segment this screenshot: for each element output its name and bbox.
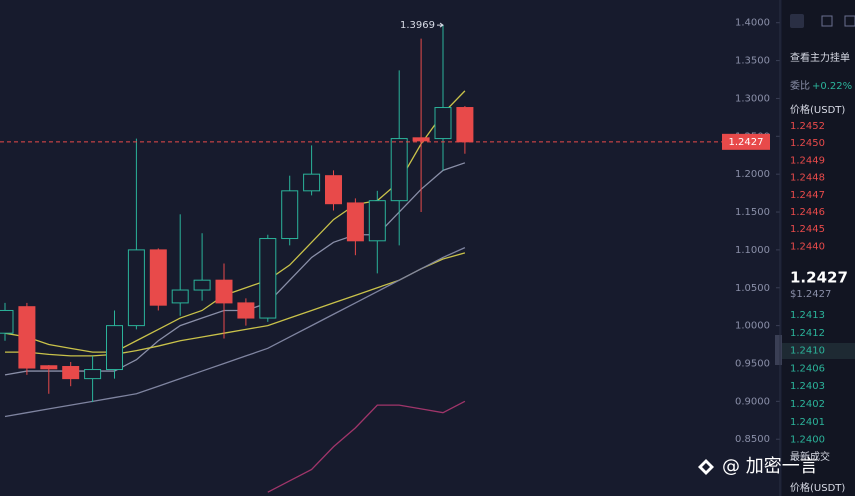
candle-body [456,107,474,143]
ask-price: 1.2452 [790,121,825,132]
candle-body [106,325,123,371]
max-arrow [437,22,444,28]
ask-price: 1.2448 [790,173,825,184]
y-tick-label: 0.9500 [735,358,770,369]
ask-price: 1.2447 [790,190,825,201]
y-tick-label: 1.1500 [735,207,770,218]
candle-body [62,366,80,380]
bid-price: 1.2413 [790,310,825,321]
y-tick-label: 1.0000 [735,321,770,332]
ask-price: 1.2445 [790,224,825,235]
y-tick-label: 1.4000 [735,18,770,29]
ma-line [4,162,466,376]
ma-line [5,252,466,357]
ratio: +0.22% [812,81,852,92]
candle-body [390,138,408,202]
max-label: 1.3969 [400,20,435,31]
candle-body [346,202,364,242]
ma-line [267,400,466,493]
candle-body [303,173,321,192]
order-book: 查看主力挂单 委比 +0.22% 价格(USDT) 1.2427 $1.2427… [790,51,852,494]
link[interactable]: 查看主力挂单 [790,51,850,64]
candle-body [237,302,255,319]
candle-body [259,238,277,319]
tab-icon[interactable] [844,15,855,27]
ask-price: 1.2440 [790,241,825,252]
candle-body [412,137,430,142]
row-highlight [782,343,855,359]
mid-fiat: $1.2427 [790,289,831,300]
candle-body [368,200,386,242]
ask-price: 1.2446 [790,207,825,218]
ask-price: 1.2449 [790,155,825,166]
ma-line [4,90,466,353]
panel-bg [782,0,855,496]
ma-line [4,247,466,418]
y-tick-label: 1.2000 [735,169,770,180]
candle-body [171,289,189,304]
candle-body [281,190,299,240]
watermark: @ 加密一言 [722,456,818,477]
candle-body [325,175,342,205]
price-badge [722,133,770,150]
price-header: 价格(USDT) [790,103,845,116]
mid-price: 1.2427 [790,269,848,287]
ratio-label: 委比 [790,79,810,92]
y-tick-label: 1.3000 [735,93,770,104]
ask-price: 1.2450 [790,138,825,149]
y-tick-label: 1.3500 [735,56,770,67]
bid-price: 1.2400 [790,435,825,446]
bid-price: 1.2410 [790,346,825,357]
candle-body [40,365,58,370]
bid-price: 1.2401 [790,417,825,428]
candle-body [149,249,167,306]
tab-icon[interactable] [821,15,833,27]
price-badge-label: 1.2427 [729,137,764,148]
bid-price: 1.2412 [790,328,825,339]
candle-body [0,309,14,334]
y-tick-label: 1.0500 [735,283,770,294]
y-tick-label: 0.9000 [735,396,770,407]
y-tick-label: 0.8500 [735,434,770,445]
tab-icon[interactable] [790,14,804,28]
scroll-handle[interactable] [775,335,782,365]
candle-body [84,369,102,380]
candle-body [18,306,36,369]
plot: 1.40001.35001.30001.25001.20001.15001.10… [0,0,781,496]
candle-body [434,107,452,140]
bid-price: 1.2403 [790,381,825,392]
bid-price: 1.2406 [790,363,825,374]
trades-title: 最新成交 [790,450,830,463]
candle-body [127,249,145,327]
y-tick-label: 1.1000 [735,245,770,256]
bid-price: 1.2402 [790,399,825,410]
watermark-icon [698,459,714,475]
candle-body [193,279,211,291]
trades-header: 价格(USDT) [790,481,845,494]
candle-body [215,279,233,304]
